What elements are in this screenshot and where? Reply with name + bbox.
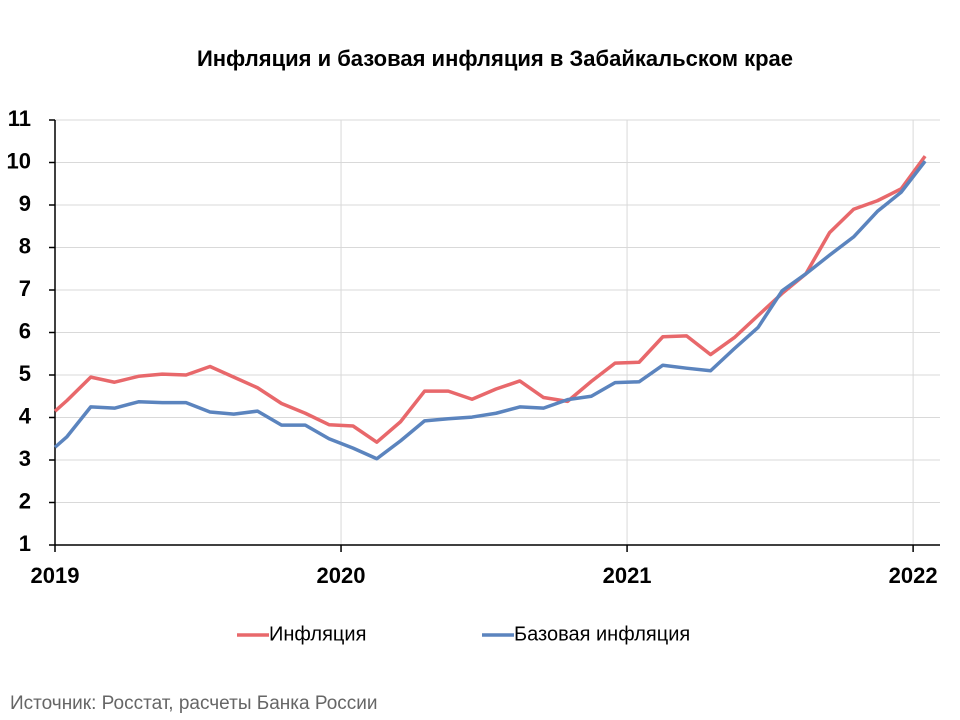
legend-label: Базовая инфляция [514, 623, 690, 645]
line-series [53, 155, 927, 444]
y-tick-label: 6 [19, 318, 31, 343]
y-tick-label: 4 [19, 403, 32, 428]
y-tick-label: 3 [19, 446, 31, 471]
y-tick-label: 7 [19, 276, 31, 301]
y-tick-label: 5 [19, 361, 31, 386]
y-tick-label: 1 [19, 531, 31, 556]
y-tick-label: 8 [19, 233, 31, 258]
line-series [53, 160, 927, 461]
source-note: Источник: Росстат, расчеты Банка России [10, 693, 378, 714]
legend-label: Инфляция [269, 623, 366, 645]
x-tick-label: 2019 [31, 563, 80, 588]
x-tick-label: 2020 [317, 563, 366, 588]
y-tick-label: 10 [7, 148, 31, 173]
x-tick-label: 2022 [889, 563, 938, 588]
y-tick-label: 2 [19, 488, 31, 513]
y-tick-label: 11 [8, 106, 31, 131]
y-tick-label: 9 [19, 191, 31, 216]
x-tick-label: 2021 [603, 563, 652, 588]
chart-title: Инфляция и базовая инфляция в Забайкальс… [197, 46, 793, 71]
